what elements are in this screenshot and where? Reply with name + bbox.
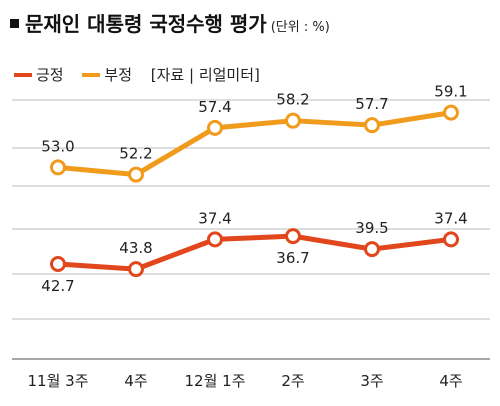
data-point-positive	[443, 231, 459, 248]
data-point-positive	[50, 256, 66, 272]
x-tick-label: 11월 3주	[28, 372, 89, 390]
data-point-positive	[207, 231, 223, 248]
x-tick-label: 4주	[439, 372, 462, 390]
series-line-negative	[55, 110, 454, 178]
legend-swatch-positive	[14, 72, 32, 77]
x-tick-label: 4주	[124, 372, 147, 390]
data-label-positive: 42.7	[41, 277, 74, 295]
x-tick-label: 2주	[281, 372, 304, 390]
chart-title: 문재인 대통령 국정수행 평가 (단위 : %)	[10, 8, 330, 37]
data-point-negative	[207, 119, 223, 136]
data-point-positive	[364, 241, 380, 258]
data-label-positive: 39.5	[355, 219, 388, 237]
legend-label-positive: 긍정	[36, 66, 64, 84]
unit-label: (단위 : %)	[270, 20, 330, 35]
legend: 긍정 부정 [자료 | 리얼미터]	[14, 64, 260, 85]
data-point-positive	[285, 228, 301, 245]
data-point-negative	[50, 159, 66, 176]
data-point-negative	[364, 117, 380, 134]
data-label-negative: 57.7	[355, 95, 388, 113]
data-label-negative: 59.1	[434, 83, 467, 101]
data-point-negative	[128, 166, 144, 183]
source-label: [자료 | 리얼미터]	[150, 66, 260, 84]
series-line-positive	[55, 233, 454, 272]
data-point-negative	[443, 104, 459, 121]
data-label-negative: 52.2	[119, 145, 152, 163]
data-label-positive: 36.7	[276, 249, 309, 267]
x-tick-label: 3주	[360, 372, 383, 390]
legend-item-positive: 긍정	[14, 64, 64, 85]
data-label-positive: 43.8	[119, 239, 152, 257]
data-point-negative	[285, 112, 301, 129]
data-point-positive	[128, 261, 144, 278]
data-label-negative: 58.2	[276, 91, 309, 109]
data-label-positive: 37.4	[434, 209, 467, 227]
data-label-negative: 57.4	[198, 98, 231, 116]
legend-swatch-negative	[82, 72, 101, 77]
legend-label-negative: 부정	[104, 66, 132, 84]
data-label-positive: 37.4	[198, 209, 231, 227]
x-tick-label: 12월 1주	[185, 372, 246, 390]
legend-item-negative: 부정	[82, 64, 132, 85]
data-label-negative: 53.0	[41, 137, 74, 155]
title-text: 문재인 대통령 국정수행 평가	[25, 12, 267, 36]
title-bullet-icon	[10, 19, 19, 28]
